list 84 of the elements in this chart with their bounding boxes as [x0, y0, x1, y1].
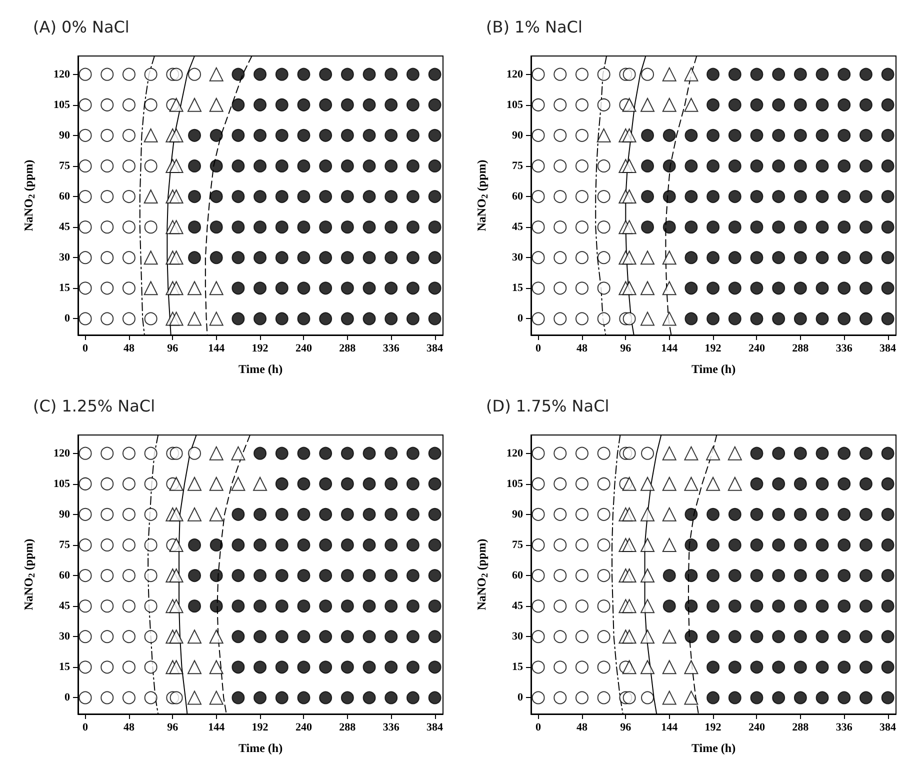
y-tick-label: 90 — [59, 508, 70, 520]
x-tick-label: 384 — [880, 722, 897, 734]
x-tick-label: 48 — [576, 342, 588, 354]
y-tick-label: 90 — [512, 129, 524, 142]
y-axis-title: NaNO2 (ppm) — [474, 538, 490, 610]
x-tick-label: 336 — [836, 722, 853, 734]
y-tick-label: 15 — [59, 282, 70, 294]
x-tick-label: 384 — [426, 722, 444, 734]
x-tick-label: 192 — [252, 342, 269, 354]
y-tick-label: 15 — [512, 282, 524, 294]
y-tick-label: 90 — [59, 129, 70, 142]
x-tick-label: 144 — [661, 722, 678, 734]
x-tick-label: 384 — [426, 342, 444, 354]
x-axis-title: Time (h) — [238, 362, 283, 376]
y-tick-label: 75 — [59, 160, 70, 172]
y-tick-label: 15 — [512, 661, 524, 674]
x-tick-label: 336 — [382, 342, 400, 354]
x-tick-label: 240 — [295, 722, 312, 734]
y-tick-label: 30 — [512, 630, 524, 643]
x-tick-label: 192 — [704, 342, 722, 354]
chart-title: (D) 1.75% NaCl — [486, 396, 610, 416]
x-tick-label: 96 — [167, 722, 179, 734]
x-tick-label: 144 — [208, 722, 226, 734]
chart-title: (C) 1.25% NaCl — [33, 396, 156, 416]
x-tick-label: 48 — [576, 722, 588, 734]
y-tick-label: 45 — [512, 221, 524, 234]
y-tick-label: 105 — [506, 98, 524, 111]
y-tick-label: 75 — [59, 538, 70, 551]
x-axis-title: Time (h) — [691, 362, 736, 376]
y-axis-title: NaNO2 (ppm) — [22, 538, 36, 610]
y-axis-title: NaNO2 (ppm) — [474, 160, 490, 232]
x-tick-label: 96 — [620, 722, 632, 734]
y-tick-label: 0 — [518, 692, 524, 704]
x-tick-label: 48 — [123, 342, 135, 354]
y-tick-label: 60 — [512, 190, 524, 203]
x-tick-label: 0 — [82, 722, 89, 734]
x-tick-label: 336 — [382, 722, 400, 734]
y-tick-label: 30 — [512, 252, 524, 264]
chart-title: (A) 0% NaCl — [33, 18, 130, 36]
y-tick-label: 0 — [518, 312, 524, 325]
y-tick-label: 75 — [512, 538, 524, 551]
y-tick-label: 0 — [64, 312, 70, 325]
x-axis-title: Time (h) — [691, 741, 736, 755]
x-tick-label: 96 — [167, 342, 179, 354]
chart-title: (B) 1% NaCl — [486, 18, 582, 36]
x-tick-label: 192 — [704, 722, 722, 734]
y-tick-label: 60 — [59, 190, 70, 203]
x-tick-label: 384 — [880, 342, 897, 354]
x-axis-title: Time (h) — [238, 741, 283, 755]
x-tick-label: 0 — [536, 342, 542, 354]
x-tick-label: 240 — [748, 722, 766, 734]
x-tick-label: 0 — [82, 342, 89, 354]
y-tick-label: 90 — [512, 508, 524, 520]
y-tick-label: 60 — [59, 570, 70, 582]
x-tick-label: 288 — [792, 342, 810, 354]
y-tick-label: 75 — [512, 160, 524, 172]
y-tick-label: 15 — [59, 661, 70, 674]
x-tick-label: 48 — [123, 722, 135, 734]
x-tick-label: 288 — [339, 722, 356, 734]
y-tick-label: 105 — [506, 478, 524, 490]
x-tick-label: 96 — [620, 342, 632, 354]
x-tick-label: 240 — [748, 342, 766, 354]
y-tick-label: 45 — [59, 221, 70, 234]
x-tick-label: 0 — [536, 722, 542, 734]
y-tick-label: 30 — [59, 252, 70, 264]
x-tick-label: 192 — [252, 722, 269, 734]
x-tick-label: 288 — [792, 722, 810, 734]
y-tick-label: 120 — [506, 68, 524, 80]
y-tick-label: 60 — [512, 570, 524, 582]
x-tick-label: 144 — [661, 342, 678, 354]
y-tick-label: 45 — [59, 600, 70, 612]
y-tick-label: 0 — [64, 692, 70, 704]
y-tick-label: 120 — [54, 68, 70, 80]
x-tick-label: 240 — [295, 342, 312, 354]
y-tick-label: 120 — [54, 447, 70, 460]
y-tick-label: 45 — [512, 600, 524, 612]
y-axis-title: NaNO2 (ppm) — [22, 160, 36, 232]
x-tick-label: 288 — [339, 342, 356, 354]
y-tick-label: 105 — [54, 98, 70, 111]
y-tick-label: 120 — [506, 447, 524, 460]
x-tick-label: 144 — [208, 342, 226, 354]
y-tick-label: 30 — [59, 630, 70, 643]
y-tick-label: 105 — [54, 478, 70, 490]
x-tick-label: 336 — [836, 342, 853, 354]
